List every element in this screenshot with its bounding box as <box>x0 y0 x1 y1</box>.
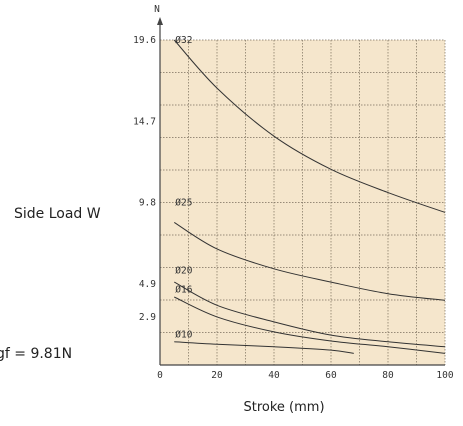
series-line <box>174 281 446 348</box>
x-tick-label: 100 <box>436 370 453 381</box>
y-tick-label: 2.9 <box>139 312 156 323</box>
series-label: Ø25 <box>175 198 192 209</box>
series-label: Ø32 <box>175 35 192 46</box>
x-axis-label: Stroke (mm) <box>243 400 324 415</box>
x-tick-label: 20 <box>211 370 223 381</box>
x-tick-label: 60 <box>325 370 337 381</box>
unit-note: gf = 9.81N <box>0 346 72 362</box>
y-tick-label: 4.9 <box>139 279 156 290</box>
y-axis-label: Side Load W <box>14 206 101 222</box>
curve-labels: Ø32 Ø25 Ø20 Ø16 Ø10 <box>175 35 192 340</box>
y-unit-label: N <box>154 4 160 15</box>
series-line <box>174 296 446 354</box>
y-tick-labels: 19.6 14.7 9.8 4.9 2.9 <box>133 35 156 323</box>
y-tick-label: 19.6 <box>133 35 156 46</box>
series-line <box>174 341 354 354</box>
x-tick-label: 0 <box>157 370 163 381</box>
series-label: Ø20 <box>175 265 192 276</box>
series-label: Ø10 <box>175 329 192 340</box>
x-tick-label: 80 <box>382 370 394 381</box>
y-tick-label: 14.7 <box>133 116 156 127</box>
series-line <box>173 39 446 213</box>
y-tick-label: 9.8 <box>139 198 156 209</box>
series-label: Ø16 <box>175 285 192 296</box>
x-tick-labels: 0 20 40 60 80 100 <box>157 370 454 381</box>
y-axis-arrow <box>157 17 163 25</box>
series-line <box>173 221 446 301</box>
curves <box>173 39 446 354</box>
x-tick-label: 40 <box>268 370 280 381</box>
